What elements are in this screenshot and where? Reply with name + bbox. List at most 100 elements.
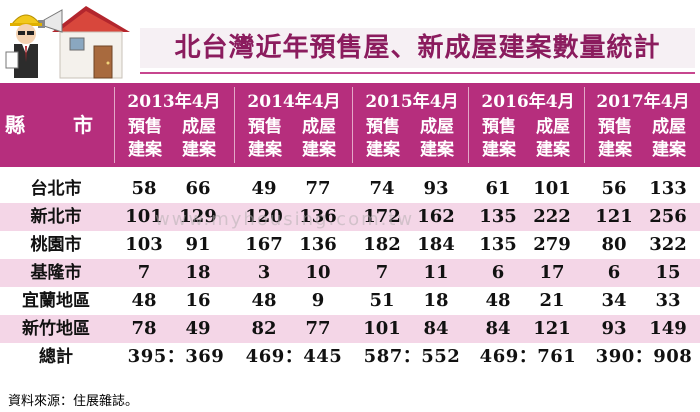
page-title: 北台灣近年預售屋、新成屋建案數量統計: [140, 28, 695, 68]
total-label: 總計: [39, 347, 73, 367]
presale-count: 82: [251, 318, 277, 339]
total-ratio: 469：445: [245, 346, 343, 367]
presale-count: 61: [485, 178, 511, 199]
year-header: 2015年4月: [365, 92, 459, 112]
new-house-count: 149: [649, 318, 687, 339]
new-house-count: 136: [299, 206, 337, 227]
new-house-count: 49: [185, 318, 211, 339]
new-house-count: 133: [649, 178, 687, 199]
presale-header: 預售 建案: [482, 117, 516, 160]
header-banner: 北台灣近年預售屋、新成屋建案數量統計: [0, 0, 700, 80]
new-house-count: 18: [423, 290, 449, 311]
new-house-count: 279: [533, 234, 571, 255]
total-ratio: 395：369: [127, 346, 225, 367]
year-header: 2013年4月: [127, 92, 221, 112]
new-house-header: 成屋 建案: [536, 117, 570, 160]
presale-header: 預售 建案: [128, 117, 162, 160]
new-house-count: 16: [185, 290, 211, 311]
year-header: 2017年4月: [596, 92, 690, 112]
county-name: 台北市: [30, 179, 82, 199]
presale-count: 120: [245, 206, 283, 227]
total-row: 總計 395：369 469：445 587：552 469：761 390：9…: [0, 343, 700, 371]
column-divider: [114, 87, 115, 163]
new-house-count: 18: [185, 262, 211, 283]
presale-count: 101: [125, 206, 163, 227]
year-header: 2014年4月: [247, 92, 341, 112]
presale-count: 6: [607, 262, 621, 283]
presale-count: 93: [601, 318, 627, 339]
table-row: 桃園市 103 91 167 136 182 184 135 279 80 32…: [0, 231, 700, 259]
presale-header: 預售 建案: [366, 117, 400, 160]
presale-count: 34: [601, 290, 627, 311]
new-house-count: 136: [299, 234, 337, 255]
new-house-count: 121: [533, 318, 571, 339]
county-name: 宜蘭地區: [22, 291, 90, 311]
table-row: 新北市 101 129 120 136 172 162 135 222 121 …: [0, 203, 700, 231]
presale-count: 78: [131, 318, 157, 339]
new-house-header: 成屋 建案: [420, 117, 454, 160]
county-name: 新北市: [30, 207, 82, 227]
presale-count: 48: [131, 290, 157, 311]
new-house-count: 66: [185, 178, 211, 199]
new-house-count: 322: [649, 234, 687, 255]
presale-header: 預售 建案: [598, 117, 632, 160]
presale-count: 135: [479, 206, 517, 227]
new-house-count: 101: [533, 178, 571, 199]
column-divider: [468, 87, 469, 163]
new-house-count: 17: [539, 262, 565, 283]
new-house-count: 91: [185, 234, 211, 255]
presale-count: 49: [251, 178, 277, 199]
column-divider: [584, 87, 585, 163]
county-name: 新竹地區: [22, 319, 90, 339]
presale-count: 101: [363, 318, 401, 339]
new-house-count: 15: [655, 262, 681, 283]
presale-header: 預售 建案: [248, 117, 282, 160]
year-header: 2016年4月: [481, 92, 575, 112]
presale-count: 6: [491, 262, 505, 283]
presale-count: 172: [363, 206, 401, 227]
county-column-header: 縣 市: [5, 113, 107, 137]
presale-count: 7: [375, 262, 389, 283]
table-row: 台北市 58 66 49 77 74 93 61 101 56 133: [0, 175, 700, 203]
presale-count: 51: [369, 290, 395, 311]
presale-count: 103: [125, 234, 163, 255]
county-name: 桃園市: [30, 235, 82, 255]
source-note: 資料來源：住展雜誌。: [8, 394, 139, 409]
presale-count: 80: [601, 234, 627, 255]
table-row: 新竹地區 78 49 82 77 101 84 84 121 93 149: [0, 315, 700, 343]
presale-count: 74: [369, 178, 395, 199]
new-house-count: 84: [423, 318, 449, 339]
new-house-count: 222: [533, 206, 571, 227]
presale-count: 182: [363, 234, 401, 255]
presale-count: 7: [137, 262, 151, 283]
column-divider: [234, 87, 235, 163]
presale-count: 3: [257, 262, 271, 283]
presale-count: 135: [479, 234, 517, 255]
total-ratio: 469：761: [479, 346, 577, 367]
table-header: 縣 市 2013年4月 預售 建案 成屋 建案 2014年4月 預售 建案 成屋…: [0, 83, 700, 167]
new-house-count: 33: [655, 290, 681, 311]
total-ratio: 587：552: [363, 346, 461, 367]
new-house-count: 11: [423, 262, 449, 283]
table-row: 基隆市 7 18 3 10 7 11 6 17 6 15: [0, 259, 700, 287]
new-house-count: 10: [305, 262, 331, 283]
table-row: 宜蘭地區 48 16 48 9 51 18 48 21 34 33: [0, 287, 700, 315]
presale-count: 84: [485, 318, 511, 339]
new-house-count: 9: [311, 290, 325, 311]
new-house-count: 162: [417, 206, 455, 227]
new-house-header: 成屋 建案: [652, 117, 686, 160]
new-house-count: 129: [179, 206, 217, 227]
presale-count: 58: [131, 178, 157, 199]
new-house-count: 77: [305, 318, 331, 339]
presale-count: 121: [595, 206, 633, 227]
house-and-worker-illustration: [5, 6, 130, 79]
new-house-count: 93: [423, 178, 449, 199]
new-house-header: 成屋 建案: [182, 117, 216, 160]
new-house-count: 77: [305, 178, 331, 199]
presale-count: 48: [485, 290, 511, 311]
title-underline: [140, 72, 695, 74]
county-name: 基隆市: [30, 263, 82, 283]
new-house-count: 184: [417, 234, 455, 255]
column-divider: [352, 87, 353, 163]
new-house-count: 21: [539, 290, 565, 311]
